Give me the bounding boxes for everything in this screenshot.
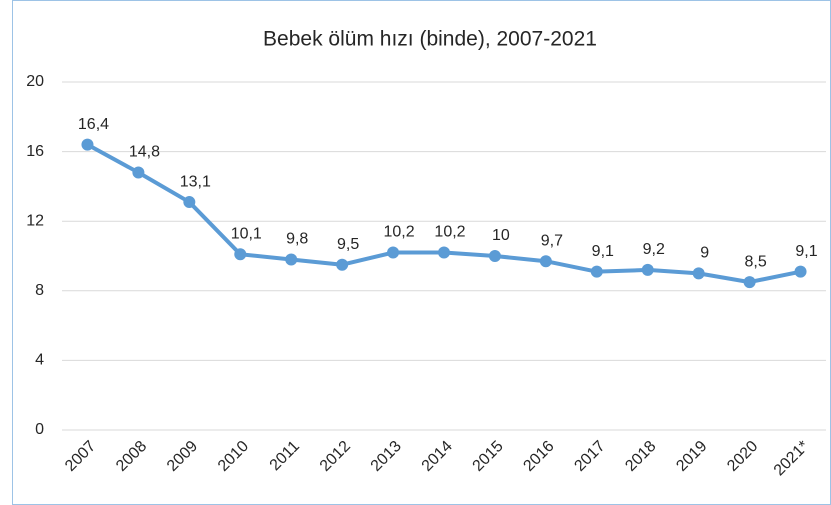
data-point — [183, 196, 196, 209]
data-label: 10,1 — [231, 225, 262, 242]
data-point — [743, 276, 756, 289]
data-point — [132, 166, 145, 179]
data-point — [794, 265, 807, 278]
data-point — [590, 265, 603, 278]
data-point — [438, 246, 450, 259]
data-point — [336, 258, 349, 271]
data-label: 9,7 — [541, 232, 563, 249]
y-tick-label: 16 — [26, 143, 44, 160]
data-label: 9,1 — [795, 243, 817, 260]
y-tick-label: 12 — [26, 212, 44, 229]
data-point — [81, 138, 94, 151]
data-label: 10,2 — [383, 224, 414, 241]
data-label: 8,5 — [744, 253, 766, 270]
data-point — [641, 263, 654, 276]
data-label: 14,8 — [129, 144, 160, 161]
data-label: 10,2 — [434, 224, 465, 241]
data-label: 9 — [700, 245, 709, 262]
data-label: 9,2 — [643, 241, 665, 258]
data-point — [387, 246, 400, 259]
data-point — [234, 248, 247, 261]
y-tick-label: 20 — [26, 73, 44, 90]
y-tick-label: 8 — [35, 282, 44, 299]
data-label: 9,1 — [592, 243, 614, 260]
data-label: 13,1 — [180, 173, 211, 190]
chart-title: Bebek ölüm hızı (binde), 2007-2021 — [263, 28, 597, 51]
data-label: 9,8 — [286, 231, 308, 248]
data-point — [539, 255, 552, 268]
data-label: 10 — [492, 227, 510, 244]
data-point — [692, 267, 705, 280]
data-point — [488, 250, 501, 262]
data-label: 9,5 — [337, 236, 359, 253]
data-point — [285, 253, 298, 266]
data-label: 16,4 — [78, 116, 109, 133]
y-tick-label: 4 — [35, 352, 44, 369]
y-tick-label: 0 — [35, 421, 44, 438]
